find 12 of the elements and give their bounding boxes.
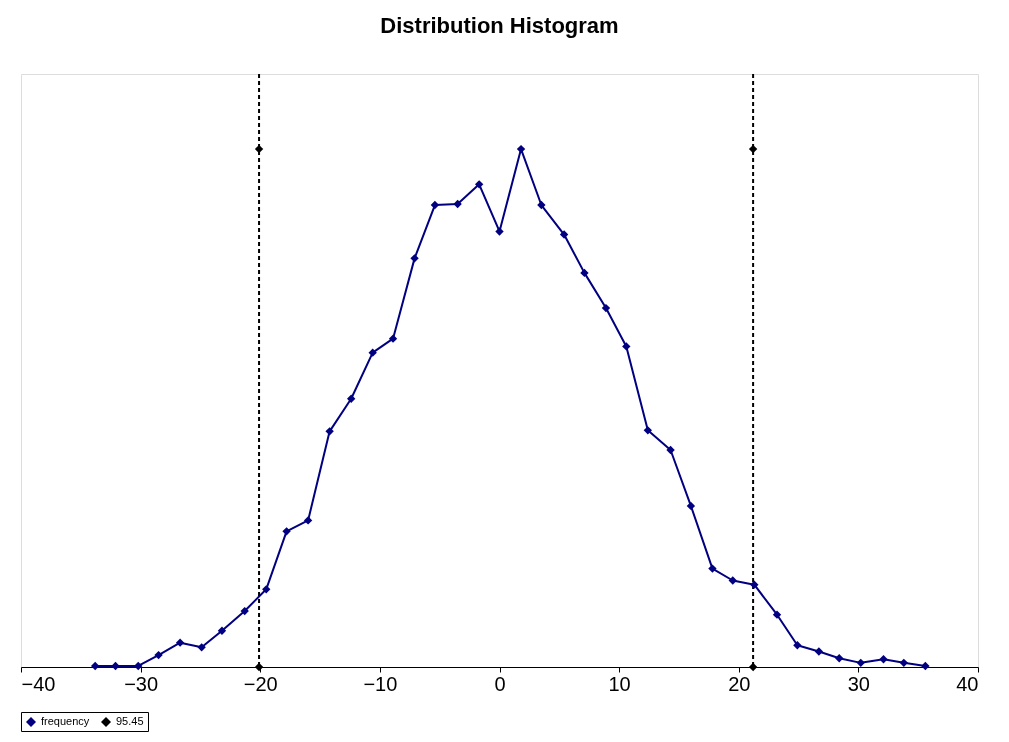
legend-label: 95.45 (116, 715, 144, 727)
x-tick-label: 20 (728, 672, 751, 695)
chart-title: Distribution Histogram (380, 13, 619, 38)
x-tick-label: −30 (124, 672, 159, 695)
x-tick-label: 0 (494, 672, 506, 695)
legend-label: frequency (41, 715, 90, 727)
x-tick-label: 10 (608, 672, 631, 695)
x-tick-label: −20 (243, 672, 278, 695)
x-tick-label: −10 (363, 672, 398, 695)
x-tick-label: 30 (847, 672, 870, 695)
x-tick-label: −40 (21, 672, 56, 695)
x-tick-label: 40 (956, 672, 979, 695)
